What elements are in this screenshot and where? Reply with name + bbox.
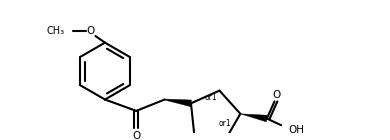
Text: CH₃: CH₃	[46, 26, 64, 36]
Text: or1: or1	[204, 93, 217, 102]
Text: O: O	[272, 90, 280, 100]
Text: O: O	[132, 130, 140, 140]
Polygon shape	[240, 114, 268, 122]
Text: OH: OH	[289, 125, 305, 135]
Text: or1: or1	[218, 119, 231, 128]
Text: O: O	[87, 26, 95, 36]
Polygon shape	[165, 99, 191, 107]
